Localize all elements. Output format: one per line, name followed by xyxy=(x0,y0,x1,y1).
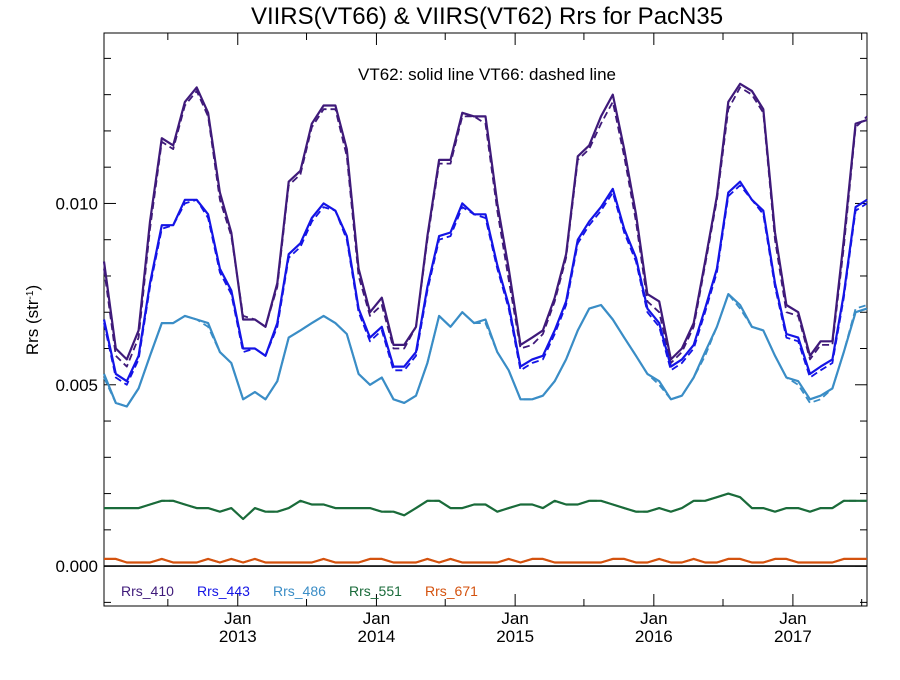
x-tick-label-year: 2013 xyxy=(219,627,257,646)
series-line-rrs-551-vt62 xyxy=(104,492,867,521)
x-tick-label-year: 2015 xyxy=(496,627,534,646)
x-tick-label-month: Jan xyxy=(779,609,806,628)
legend-label-rrs-486: Rrs_486 xyxy=(273,583,326,599)
series-line-rrs-551-vt66 xyxy=(104,492,867,520)
legend-label-rrs-551: Rrs_551 xyxy=(349,583,402,599)
y-axis-label-close: ) xyxy=(23,285,42,291)
plot-area: 0.0000.0050.010Jan2013Jan2014Jan2015Jan2… xyxy=(55,32,868,646)
y-axis-label-text: Rrs (str xyxy=(23,299,42,355)
legend-label-rrs-443: Rrs_443 xyxy=(197,583,250,599)
x-tick-label-year: 2014 xyxy=(358,627,396,646)
x-tick-label-month: Jan xyxy=(363,609,390,628)
y-axis-label-exponent: -1 xyxy=(25,290,36,299)
x-tick-label-year: 2016 xyxy=(635,627,673,646)
legend-label-rrs-410: Rrs_410 xyxy=(121,583,174,599)
x-tick-label-year: 2017 xyxy=(774,627,812,646)
series-line-rrs-410-vt62 xyxy=(102,82,868,361)
y-axis-label: Rrs (str-1) xyxy=(23,285,42,355)
series-line-rrs-443-vt62 xyxy=(102,180,868,383)
x-tick-label-month: Jan xyxy=(224,609,251,628)
x-tick-label-month: Jan xyxy=(640,609,667,628)
line-style-annotation: VT62: solid line VT66: dashed line xyxy=(358,65,616,84)
y-tick-label: 0.005 xyxy=(55,376,98,395)
x-tick-label-month: Jan xyxy=(501,609,528,628)
series-line-rrs-671-vt62 xyxy=(104,557,867,564)
legend-label-rrs-671: Rrs_671 xyxy=(425,583,478,599)
chart-title: VIIRS(VT66) & VIIRS(VT62) Rrs for PacN35 xyxy=(251,3,723,30)
y-tick-label: 0.000 xyxy=(55,557,98,576)
y-tick-label: 0.010 xyxy=(55,194,98,213)
series-line-rrs-486-vt62 xyxy=(102,293,868,408)
